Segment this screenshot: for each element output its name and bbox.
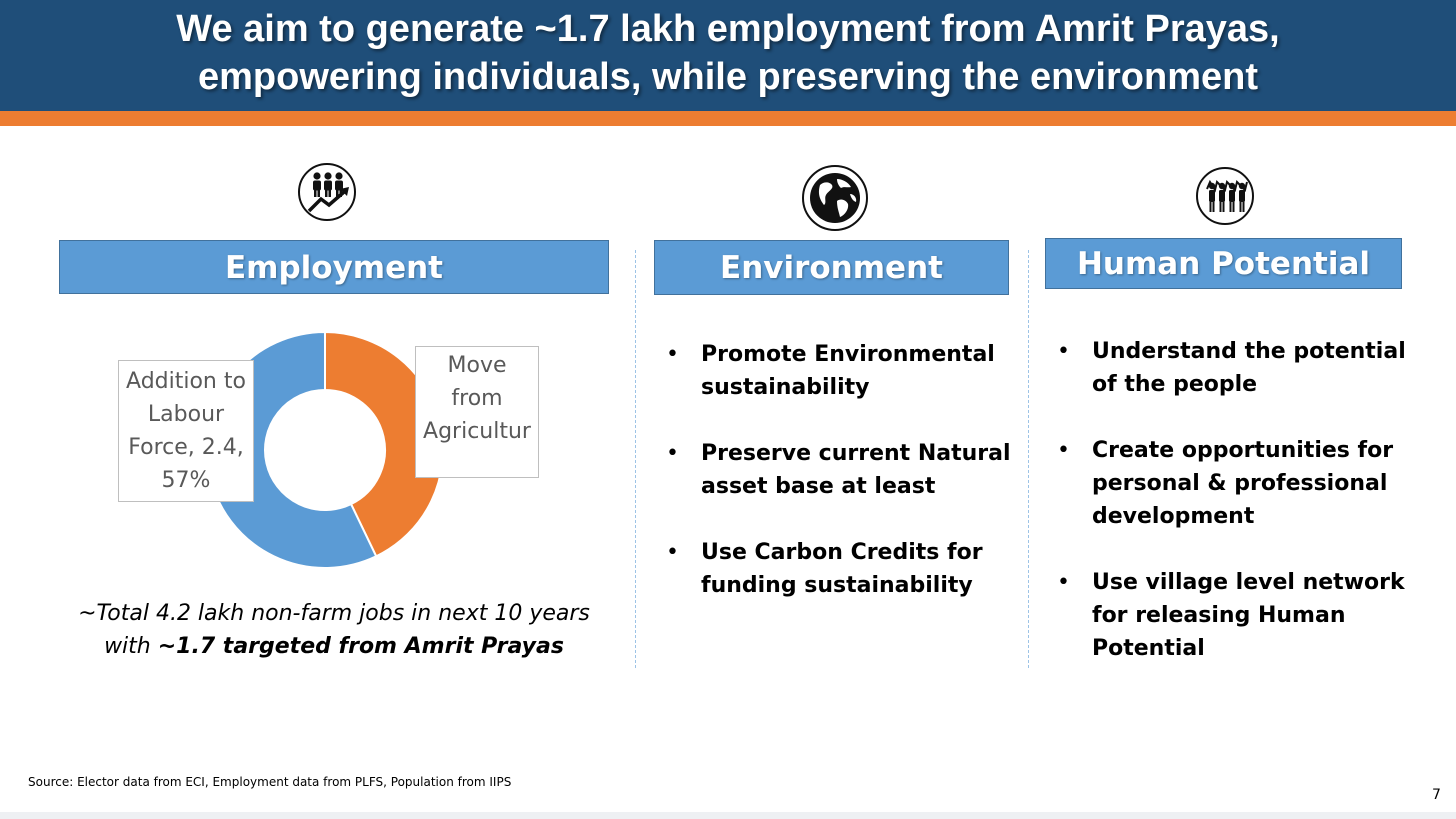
callout-line: from [451, 386, 503, 411]
donut-slice [324, 330, 444, 558]
caption-line-2: with ~1.7 targeted from Amrit Prayas [104, 634, 564, 659]
community-icon [1196, 167, 1254, 225]
source-note: Source: Elector data from ECI, Employmen… [28, 775, 512, 789]
callout-line: Labour [147, 402, 225, 427]
title-banner [0, 0, 1456, 111]
slide-title: We aim to generate ~1.7 lakh employment … [0, 5, 1456, 101]
list-item: • Promote Environmental sustainability [666, 338, 1016, 404]
page-number: 7 [1432, 787, 1441, 803]
title-accent-stripe [0, 111, 1456, 126]
caption-line-1: ~Total 4.2 lakh non-farm jobs in next 10… [78, 601, 590, 626]
people-growth-icon [298, 163, 356, 221]
callout-line: Agricultur [423, 419, 531, 444]
bullet-dot: • [666, 342, 679, 367]
caption-highlight: ~1.7 targeted from Amrit Prayas [157, 634, 564, 659]
slide-title-line-1: We aim to generate ~1.7 lakh employment … [176, 8, 1280, 50]
human-potential-heading: Human Potential [1045, 238, 1402, 289]
list-item: • Understand the potential of the people [1057, 335, 1437, 401]
column-divider [635, 250, 636, 668]
employment-caption: ~Total 4.2 lakh non-farm jobs in next 10… [60, 597, 608, 663]
callout-line: Move [447, 353, 507, 378]
bullet-dot: • [666, 441, 679, 466]
slide-title-line-2: empowering individuals, while preserving… [198, 56, 1258, 98]
callout-line: Force, 2.4, [128, 435, 244, 460]
environment-heading: Environment [654, 240, 1009, 295]
column-divider [1028, 250, 1029, 668]
list-item: • Use village level network for releasin… [1057, 566, 1437, 665]
list-item: • Create opportunities for personal & pr… [1057, 434, 1437, 533]
human-potential-bullet-list: • Understand the potential of the people… [1057, 335, 1437, 698]
callout-line: Addition to [126, 369, 246, 394]
labour-force-callout: Addition to Labour Force, 2.4, 57% [118, 360, 254, 502]
bullet-dot: • [666, 540, 679, 565]
bullet-dot: • [1057, 570, 1070, 595]
employment-heading: Employment [59, 240, 609, 294]
bullet-dot: • [1057, 438, 1070, 463]
agriculture-callout: Move from Agricultur [415, 346, 539, 478]
bullet-dot: • [1057, 339, 1070, 364]
callout-line: 57% [161, 468, 211, 493]
bottom-strip [0, 812, 1456, 819]
globe-icon [802, 165, 868, 231]
environment-bullet-list: • Promote Environmental sustainability •… [666, 338, 1016, 635]
list-item: • Use Carbon Credits for funding sustain… [666, 536, 1016, 602]
list-item: • Preserve current Natural asset base at… [666, 437, 1016, 503]
